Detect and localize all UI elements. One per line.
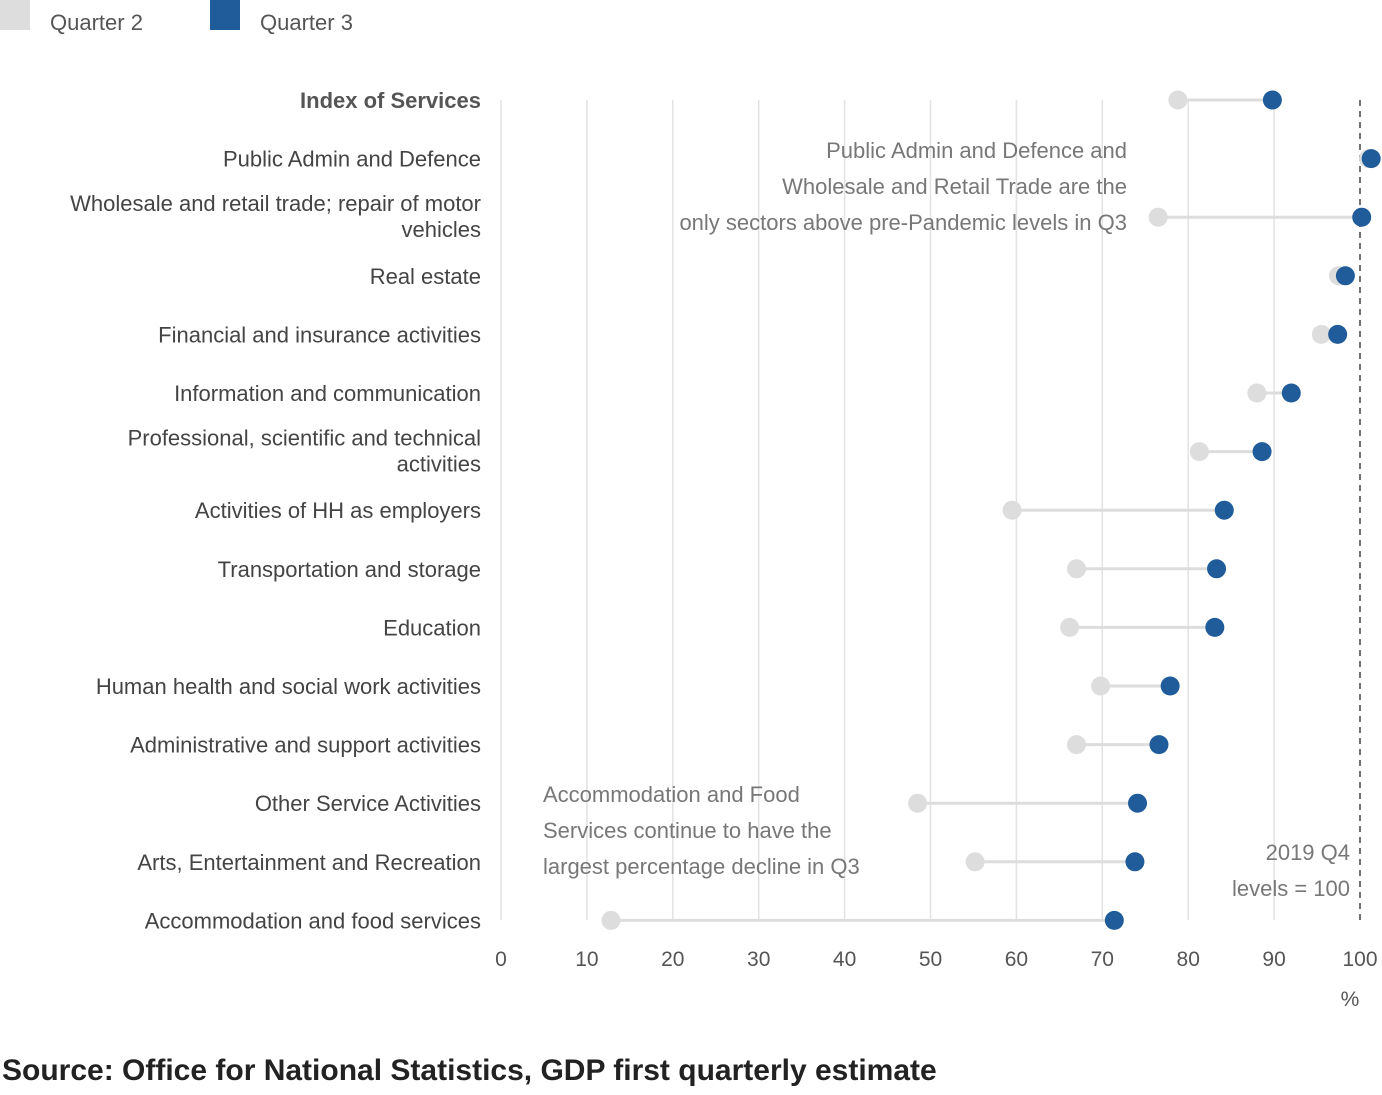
- category-label-wholesale-and-retail-trade-repair-of-motor-vehicles: Wholesale and retail trade; repair of mo…: [70, 191, 481, 242]
- point-q2-education: [1060, 617, 1080, 637]
- point-q3-activities-of-hh-as-employers: [1214, 500, 1234, 520]
- x-tick-label-50: 50: [919, 948, 942, 971]
- point-q3-public-admin-and-defence: [1361, 149, 1381, 169]
- x-tick-label-70: 70: [1091, 948, 1114, 971]
- point-q3-administrative-and-support-activities: [1149, 735, 1169, 755]
- category-label-index-of-services: Index of Services: [300, 88, 481, 113]
- dumbbell-row-accommodation-and-food-services: [601, 910, 1124, 930]
- x-tick-label-80: 80: [1177, 948, 1200, 971]
- x-tick-label-40: 40: [833, 948, 856, 971]
- dumbbell-row-activities-of-hh-as-employers: [1002, 500, 1234, 520]
- x-axis-label: %: [1341, 988, 1360, 1011]
- category-label-activities-of-hh-as-employers: Activities of HH as employers: [195, 498, 481, 523]
- point-q3-arts-entertainment-and-recreation: [1125, 852, 1145, 872]
- category-label-human-health-and-social-work-activities: Human health and social work activities: [96, 674, 481, 699]
- dumbbell-row-administrative-and-support-activities: [1067, 735, 1169, 755]
- point-q3-real-estate: [1335, 266, 1355, 286]
- x-tick-label-10: 10: [575, 948, 598, 971]
- dumbbell-row-financial-and-insurance-activities: [1311, 324, 1348, 344]
- x-tick-label-20: 20: [661, 948, 684, 971]
- dumbbell-row-wholesale-and-retail-trade-repair-of-motor-vehicles: [1148, 207, 1372, 227]
- category-labels: Index of Services Public Admin and Defenc…: [70, 88, 481, 933]
- point-q3-index-of-services: [1262, 90, 1282, 110]
- dumbbell-row-index-of-services: [1168, 90, 1282, 110]
- annotation-top: Public Admin and Defence and: [826, 138, 1127, 163]
- reference-line-label: 2019 Q4: [1266, 840, 1350, 865]
- category-label-arts-entertainment-and-recreation: Arts, Entertainment and Recreation: [137, 850, 481, 875]
- point-q2-financial-and-insurance-activities: [1311, 324, 1331, 344]
- dumbbell-row-information-and-communication: [1247, 383, 1301, 403]
- point-q3-education: [1205, 617, 1225, 637]
- dumbbell-row-public-admin-and-defence: [1359, 149, 1381, 169]
- category-label-public-admin-and-defence: Public Admin and Defence: [223, 147, 481, 172]
- dumbbell-row-arts-entertainment-and-recreation: [965, 852, 1145, 872]
- category-label-professional-scientific-and-technical-activities: Professional, scientific and technical ac…: [128, 426, 481, 477]
- category-label-information-and-communication: Information and communication: [174, 381, 481, 406]
- reference-line: 2019 Q4 levels = 100: [1232, 100, 1361, 920]
- point-q2-accommodation-and-food-services: [601, 910, 621, 930]
- point-q2-other-service-activities: [908, 793, 928, 813]
- point-q3-accommodation-and-food-services: [1104, 910, 1124, 930]
- category-label-administrative-and-support-activities: Administrative and support activities: [130, 733, 481, 758]
- category-label-financial-and-insurance-activities: Financial and insurance activities: [158, 322, 481, 347]
- legend-swatch-quarter-3: [210, 0, 240, 30]
- dumbbell-row-education: [1060, 617, 1225, 637]
- source-note: Source: Office for National Statistics, …: [2, 1054, 937, 1087]
- point-q3-human-health-and-social-work-activities: [1160, 676, 1180, 696]
- legend-label-quarter-3: Quarter 3: [260, 10, 353, 35]
- annotation-bottom: largest percentage decline in Q3: [543, 854, 860, 879]
- annotation-bottom: Accommodation and Food: [543, 782, 800, 807]
- point-q3-financial-and-insurance-activities: [1328, 324, 1348, 344]
- point-q3-professional-scientific-and-technical-activities: [1252, 442, 1272, 462]
- point-q2-wholesale-and-retail-trade-repair-of-motor-vehicles: [1148, 207, 1168, 227]
- annotation-top: Wholesale and Retail Trade are the: [782, 174, 1127, 199]
- point-q2-index-of-services: [1168, 90, 1188, 110]
- x-tick-label-0: 0: [495, 948, 507, 971]
- dumbbell-row-other-service-activities: [908, 793, 1148, 813]
- x-axis: 0 10 20 30 40 50 60 70 80 90 100%: [495, 948, 1377, 1011]
- point-q3-other-service-activities: [1128, 793, 1148, 813]
- point-q3-transportation-and-storage: [1207, 559, 1227, 579]
- dumbbell-row-transportation-and-storage: [1067, 559, 1227, 579]
- dumbbell-row-human-health-and-social-work-activities: [1091, 676, 1180, 696]
- category-label-education: Education: [383, 615, 481, 640]
- point-q2-arts-entertainment-and-recreation: [965, 852, 985, 872]
- dumbbell-row-professional-scientific-and-technical-activities: [1189, 442, 1272, 462]
- dumbbell-row-real-estate: [1329, 266, 1355, 286]
- x-tick-label-30: 30: [747, 948, 770, 971]
- category-label-transportation-and-storage: Transportation and storage: [218, 557, 481, 582]
- point-q2-human-health-and-social-work-activities: [1091, 676, 1111, 696]
- legend-label-quarter-2: Quarter 2: [50, 10, 143, 35]
- point-q2-professional-scientific-and-technical-activities: [1189, 442, 1209, 462]
- category-label-real-estate: Real estate: [370, 264, 481, 289]
- point-q3-information-and-communication: [1281, 383, 1301, 403]
- point-q2-activities-of-hh-as-employers: [1002, 500, 1022, 520]
- category-label-other-service-activities: Other Service Activities: [255, 791, 481, 816]
- category-label-accommodation-and-food-services: Accommodation and food services: [145, 908, 481, 933]
- annotation-bottom: Services continue to have the: [543, 818, 832, 843]
- x-tick-label-90: 90: [1262, 948, 1285, 971]
- point-q3-wholesale-and-retail-trade-repair-of-motor-vehicles: [1352, 207, 1372, 227]
- x-tick-label-100: 100: [1342, 948, 1377, 971]
- point-q2-information-and-communication: [1247, 383, 1267, 403]
- point-q2-administrative-and-support-activities: [1067, 735, 1087, 755]
- x-tick-label-60: 60: [1005, 948, 1028, 971]
- legend-swatch-quarter-2: [0, 0, 30, 30]
- annotations: Public Admin and Defence and Wholesale an…: [543, 138, 1127, 879]
- legend: Quarter 2 Quarter 3: [0, 0, 353, 35]
- point-q2-transportation-and-storage: [1067, 559, 1087, 579]
- annotation-top: only sectors above pre-Pandemic levels i…: [679, 210, 1127, 235]
- reference-line-label: levels = 100: [1232, 876, 1350, 901]
- dumbbell-rows: [601, 90, 1381, 930]
